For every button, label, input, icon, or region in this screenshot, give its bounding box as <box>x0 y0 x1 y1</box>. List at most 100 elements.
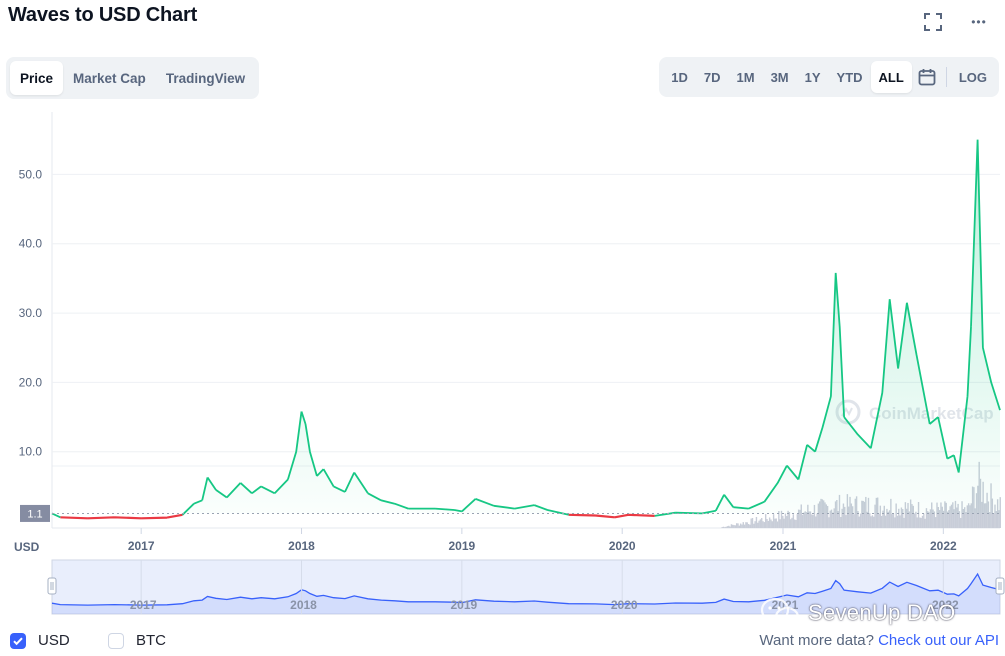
volume-bar <box>923 513 925 528</box>
volume-bar <box>816 513 818 528</box>
price-area-fill <box>52 139 1000 514</box>
volume-bar <box>749 524 751 528</box>
price-chart[interactable]: CoinMarketCap 1.1 10.020.030.040.050.0 2… <box>0 106 1005 628</box>
volume-bar <box>783 518 785 528</box>
volume-bar <box>919 517 921 528</box>
chart-type-tabs: Price Market Cap TradingView <box>6 57 260 99</box>
header-actions: ••• <box>921 10 991 34</box>
volume-bar <box>892 513 895 528</box>
volume-bar <box>921 515 924 528</box>
range-all[interactable]: ALL <box>870 61 912 93</box>
divider <box>945 67 947 87</box>
volume-bar <box>779 519 781 528</box>
volume-bar <box>753 523 755 528</box>
price-line-above-start <box>51 139 1001 519</box>
volume-bar <box>837 510 839 528</box>
volume-bar <box>915 511 917 528</box>
btc-toggle[interactable]: BTC <box>108 632 166 649</box>
navigator-line <box>51 572 1001 606</box>
volume-bar <box>755 516 758 528</box>
volume-bar <box>929 509 932 528</box>
volume-bar <box>792 514 795 528</box>
x-tick-label: 2020 <box>609 539 636 553</box>
volume-bar <box>899 515 901 528</box>
volume-bar <box>808 511 810 528</box>
range-1y[interactable]: 1Y <box>804 69 821 85</box>
volume-bar <box>746 522 748 528</box>
volume-bar <box>878 513 880 528</box>
navigator-left-handle[interactable] <box>47 577 57 595</box>
volume-bar <box>722 526 725 528</box>
volume-bar <box>844 506 846 528</box>
volume-bar <box>934 517 937 528</box>
volume-bar <box>869 513 871 528</box>
volume-bar <box>772 514 775 528</box>
volume-bar <box>730 524 733 528</box>
volume-bar <box>948 510 950 528</box>
volume-bar <box>953 509 955 528</box>
page-title: Waves to USD Chart <box>8 4 198 26</box>
volume-bar <box>799 509 801 528</box>
volume-bar <box>774 518 776 528</box>
log-scale-toggle[interactable]: LOG <box>958 69 987 85</box>
volume-bar <box>833 508 835 528</box>
volume-bar <box>966 505 969 528</box>
volume-bar <box>742 522 744 528</box>
btc-checkbox[interactable] <box>108 632 124 649</box>
tab-market-cap[interactable]: Market Cap <box>73 70 146 86</box>
volume-bar <box>793 519 796 528</box>
usd-toggle[interactable]: USD <box>10 632 70 649</box>
volume-bar <box>903 517 905 528</box>
volume-bar <box>776 521 779 528</box>
navigator-tick-label: 2020 <box>611 598 638 612</box>
volume-bar <box>834 501 837 528</box>
y-tick-label: 50.0 <box>19 167 43 181</box>
x-tick-label: 2018 <box>288 539 315 553</box>
start-price-tag: 1.1 <box>20 504 50 522</box>
tab-tradingview[interactable]: TradingView <box>165 70 246 86</box>
calendar-icon[interactable] <box>912 61 942 93</box>
volume-bar <box>770 519 772 528</box>
volume-bar <box>870 516 872 528</box>
navigator-right-handle[interactable] <box>995 577 1005 595</box>
tab-price[interactable]: Price <box>10 61 64 95</box>
volume-bar <box>933 511 936 528</box>
volume-bar <box>790 519 792 528</box>
api-link[interactable]: Check out our API <box>878 632 999 649</box>
volume-bar <box>815 516 817 528</box>
volume-bar <box>907 502 909 528</box>
volume-bar <box>826 505 829 528</box>
volume-bar <box>822 500 825 528</box>
volume-bar <box>764 514 767 528</box>
volume-bar <box>761 517 763 528</box>
volume-bar <box>925 508 928 528</box>
volume-bar <box>928 512 930 528</box>
range-ytd[interactable]: YTD <box>836 69 863 85</box>
volume-bar <box>750 518 752 528</box>
volume-bar <box>949 506 951 528</box>
volume-bar <box>871 515 874 528</box>
volume-bar <box>942 510 945 528</box>
more-icon[interactable]: ••• <box>971 15 987 29</box>
volume-bar <box>836 500 838 528</box>
volume-bar <box>858 516 860 528</box>
volume-bar <box>927 511 929 528</box>
x-tick-label: 2021 <box>770 539 797 553</box>
volume-bar <box>998 510 1000 528</box>
handle-body <box>47 577 57 595</box>
range-1m[interactable]: 1M <box>736 69 755 85</box>
volume-bar <box>886 508 888 528</box>
range-7d[interactable]: 7D <box>703 69 721 85</box>
range-3m[interactable]: 3M <box>770 69 789 85</box>
volume-bar <box>851 506 854 528</box>
volume-bar <box>924 518 926 528</box>
volume-bar <box>801 514 804 528</box>
volume-bar <box>830 509 833 528</box>
volume-bar <box>805 512 808 528</box>
volume-bar <box>778 510 780 528</box>
usd-checkbox[interactable] <box>10 632 26 649</box>
volume-bar <box>859 513 862 528</box>
volume-bar <box>898 508 900 528</box>
fullscreen-icon[interactable] <box>921 10 945 34</box>
range-1d[interactable]: 1D <box>671 69 688 85</box>
